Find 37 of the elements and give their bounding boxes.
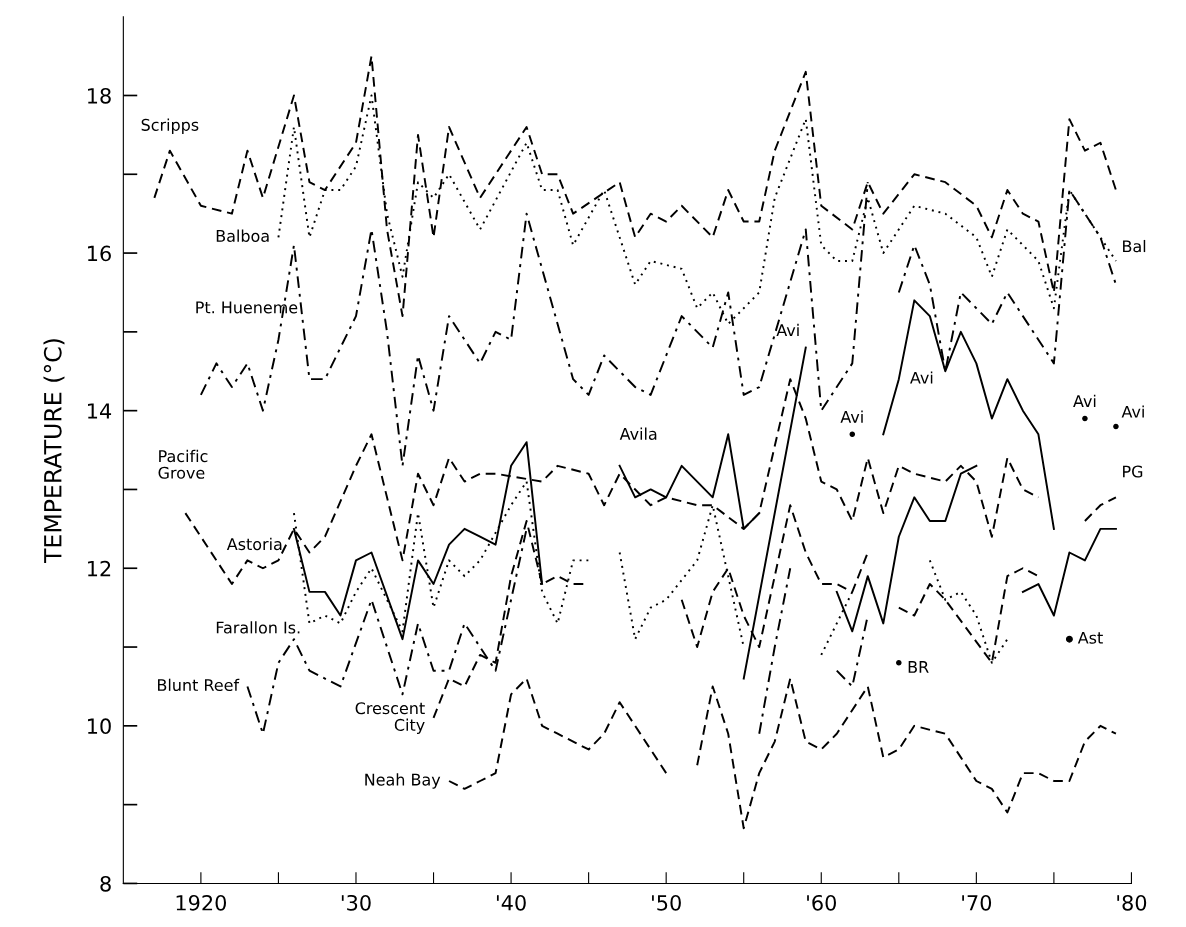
series-label: Balboa bbox=[216, 229, 269, 242]
x-tick-label: '80 bbox=[1117, 894, 1147, 911]
x-tick-label: '60 bbox=[807, 894, 836, 911]
y-axis-title: TEMPERATURE (°C) bbox=[43, 339, 65, 564]
y-tick-label: 14 bbox=[88, 403, 112, 419]
series-label: Crescent City bbox=[355, 702, 425, 735]
series-label: Farallon Is. bbox=[216, 621, 300, 634]
x-tick-label: '70 bbox=[962, 894, 992, 911]
series-label: Avila bbox=[619, 427, 657, 440]
series-label: Blunt Reef bbox=[158, 678, 240, 692]
point bbox=[1113, 423, 1119, 430]
annotation: Avi bbox=[1073, 394, 1096, 407]
y-tick-label: 12 bbox=[88, 560, 111, 577]
point bbox=[849, 431, 856, 438]
series-label: Scripps bbox=[141, 118, 199, 134]
point bbox=[896, 660, 902, 666]
x-tick-label: '30 bbox=[341, 894, 371, 911]
annotation: BR bbox=[908, 661, 929, 673]
annotation: Ast bbox=[1077, 631, 1103, 644]
x-tick-label: '40 bbox=[496, 894, 526, 911]
point bbox=[1082, 415, 1088, 422]
annotation: PG bbox=[1123, 465, 1143, 478]
annotation: Avi bbox=[910, 371, 933, 384]
text: Pacific Grove bbox=[158, 449, 208, 479]
y-tick-label: 10 bbox=[88, 718, 111, 735]
annotation: Avi bbox=[1121, 405, 1144, 418]
annotation: Bal bbox=[1123, 239, 1146, 253]
annotation: Avi bbox=[840, 410, 863, 423]
series-label: Neah Bay bbox=[365, 773, 441, 789]
x-tick-label: 1920 bbox=[176, 894, 227, 911]
annotation: Avi bbox=[776, 323, 799, 336]
y-tick-label: 16 bbox=[88, 245, 111, 262]
series-label: Pt. Hueneme bbox=[196, 301, 298, 314]
x-tick-label: '50 bbox=[652, 894, 681, 911]
y-tick-label: 18 bbox=[88, 87, 111, 104]
y-tick-label: 8 bbox=[100, 875, 111, 892]
series-label: Astoria bbox=[226, 537, 282, 551]
